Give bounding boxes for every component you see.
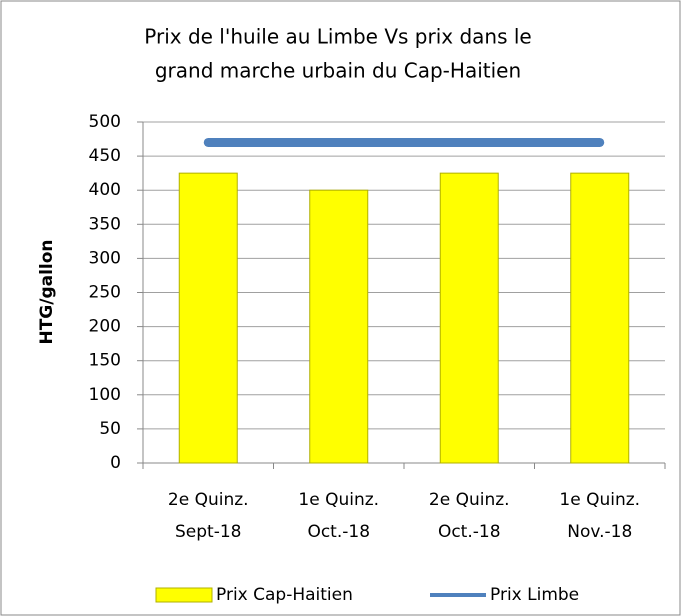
- legend-label: Prix Limbe: [490, 585, 579, 605]
- y-tick-label: 300: [89, 248, 121, 268]
- x-tick-label: Nov.-18: [567, 522, 632, 542]
- chart-title: Prix de l'huile au Limbe Vs prix dans le: [144, 25, 531, 49]
- y-axis-label: HTG/gallon: [37, 239, 57, 344]
- legend-label: Prix Cap-Haitien: [216, 585, 353, 605]
- y-tick-label: 500: [89, 112, 121, 132]
- bar: [178, 172, 238, 464]
- y-tick-label: 150: [89, 351, 121, 371]
- y-tick-label: 450: [89, 146, 121, 166]
- y-tick-label: 350: [89, 214, 121, 234]
- bar: [570, 172, 630, 464]
- chart-title: grand marche urbain du Cap-Haitien: [155, 59, 521, 83]
- x-tick-label: 2e Quinz.: [168, 490, 249, 510]
- x-tick-label: Oct.-18: [307, 522, 370, 542]
- x-tick-label: 2e Quinz.: [429, 490, 510, 510]
- bar: [439, 172, 499, 464]
- y-tick-label: 400: [89, 180, 121, 200]
- x-tick-label: 1e Quinz.: [298, 490, 379, 510]
- bar: [309, 189, 369, 464]
- legend-swatch: [155, 587, 213, 603]
- y-tick-label: 100: [89, 385, 121, 405]
- y-tick-label: 0: [110, 453, 121, 473]
- x-tick-label: 1e Quinz.: [559, 490, 640, 510]
- x-tick-label: Oct.-18: [438, 522, 501, 542]
- y-tick-label: 200: [89, 317, 121, 337]
- y-tick-label: 50: [99, 419, 121, 439]
- x-tick-label: Sept-18: [175, 522, 241, 542]
- y-tick-label: 250: [89, 283, 121, 303]
